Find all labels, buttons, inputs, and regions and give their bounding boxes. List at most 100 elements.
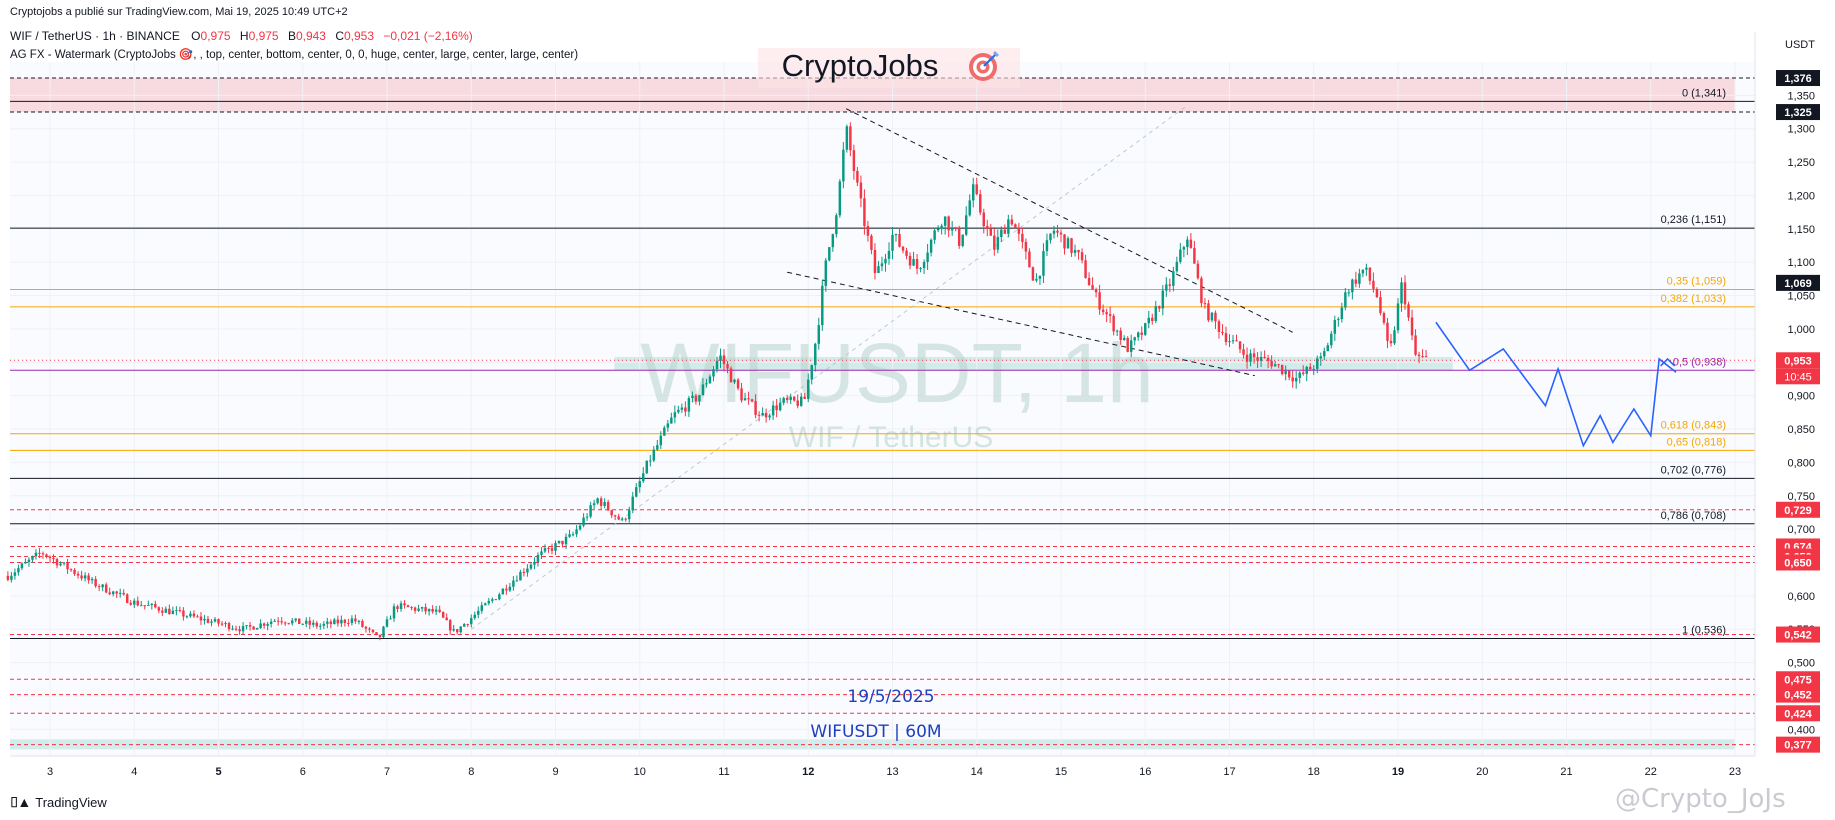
candle-body bbox=[736, 379, 740, 389]
candle-body bbox=[1207, 303, 1210, 321]
candle-body bbox=[1221, 331, 1224, 334]
candle-body bbox=[1066, 238, 1070, 249]
candle-body bbox=[27, 559, 31, 562]
y-tick-label: 1,250 bbox=[1787, 157, 1815, 169]
candle-body bbox=[1277, 364, 1280, 366]
candle-body bbox=[1179, 249, 1182, 262]
candle-body bbox=[547, 548, 550, 550]
symbol-label[interactable]: WIF / TetherUS · 1h · BINANCE bbox=[10, 29, 180, 43]
candle-body bbox=[1351, 279, 1354, 293]
candle-body bbox=[192, 613, 196, 617]
candle-body bbox=[375, 632, 378, 635]
zone-1 bbox=[614, 356, 1453, 371]
candle-body bbox=[87, 575, 90, 581]
countdown-text: 10:45 bbox=[1784, 371, 1812, 383]
candle-body bbox=[1158, 306, 1161, 309]
candle-body bbox=[1031, 267, 1035, 281]
candle-body bbox=[789, 396, 792, 401]
candle-body bbox=[1151, 317, 1154, 322]
candle-body bbox=[1129, 340, 1133, 352]
candle-body bbox=[529, 564, 533, 569]
candle-body bbox=[1414, 335, 1417, 355]
price-badge bbox=[1776, 501, 1820, 518]
candle-body bbox=[1087, 277, 1091, 286]
y-tick-label: 0,700 bbox=[1787, 524, 1815, 536]
candle-body bbox=[726, 364, 729, 369]
note-date: 19/5/2025 bbox=[847, 687, 934, 707]
candle-body bbox=[385, 619, 389, 627]
candle-body bbox=[417, 608, 420, 611]
candle-body bbox=[48, 556, 52, 559]
candle-body bbox=[438, 609, 441, 613]
x-tick-label: 9 bbox=[552, 766, 558, 778]
candles-layer bbox=[6, 122, 1428, 641]
candle-body bbox=[150, 603, 154, 605]
candle-body bbox=[712, 369, 715, 377]
ohlc-open-label: O bbox=[191, 29, 201, 43]
candle-body bbox=[13, 572, 17, 576]
candle-body bbox=[972, 184, 975, 201]
candle-body bbox=[596, 498, 599, 504]
candle-body bbox=[157, 607, 161, 611]
candle-body bbox=[66, 562, 69, 570]
candle-body bbox=[571, 534, 575, 536]
candle-body bbox=[259, 623, 262, 629]
candle-body bbox=[1344, 292, 1347, 308]
candle-body bbox=[1312, 368, 1315, 370]
candle-body bbox=[1228, 341, 1231, 343]
candle-body bbox=[764, 412, 768, 418]
candle-body bbox=[101, 584, 104, 588]
candle-body bbox=[898, 234, 901, 247]
candle-body bbox=[1287, 370, 1291, 378]
candle-body bbox=[1372, 280, 1375, 289]
candle-body bbox=[319, 625, 322, 627]
candle-body bbox=[1386, 322, 1389, 341]
candle-body bbox=[161, 610, 164, 613]
candle-body bbox=[448, 620, 452, 631]
candle-body bbox=[1301, 372, 1305, 374]
price-badge bbox=[1776, 554, 1820, 571]
indicator-line[interactable]: AG FX - Watermark (CryptoJobs 🎯, , top, … bbox=[10, 49, 579, 61]
candle-body bbox=[1137, 332, 1140, 338]
candle-body bbox=[1382, 313, 1386, 323]
candle-body bbox=[943, 216, 947, 226]
candle-body bbox=[10, 575, 13, 580]
candle-body bbox=[526, 568, 529, 573]
candle-body bbox=[203, 618, 206, 621]
candle-body bbox=[38, 552, 41, 554]
candle-body bbox=[715, 360, 719, 370]
candle-body bbox=[852, 150, 856, 171]
price-badge bbox=[1776, 736, 1820, 753]
candle-body bbox=[1259, 356, 1263, 361]
candle-body bbox=[603, 502, 606, 506]
candle-body bbox=[1003, 229, 1007, 234]
candle-body bbox=[501, 588, 505, 595]
candle-body bbox=[536, 554, 540, 562]
candle-body bbox=[1080, 252, 1084, 261]
candle-body bbox=[940, 225, 943, 229]
candle-body bbox=[266, 623, 269, 626]
x-tick-label: 4 bbox=[131, 766, 137, 778]
candle-body bbox=[17, 568, 20, 573]
candle-body bbox=[1249, 353, 1252, 362]
price-badge-text: 0,650 bbox=[1784, 557, 1812, 569]
candle-body bbox=[627, 510, 631, 520]
candle-body bbox=[828, 247, 831, 261]
candle-body bbox=[1365, 267, 1368, 270]
candle-body bbox=[129, 602, 132, 605]
candle-body bbox=[234, 628, 238, 630]
tradingview-logo[interactable]: ⌷▲ TradingView bbox=[10, 794, 107, 811]
candle-body bbox=[1252, 353, 1256, 358]
price-badge bbox=[1776, 104, 1820, 121]
candle-body bbox=[122, 592, 125, 595]
candle-body bbox=[196, 616, 199, 618]
candle-body bbox=[308, 620, 311, 625]
candle-body bbox=[533, 561, 536, 565]
candle-body bbox=[543, 548, 547, 552]
candle-body bbox=[743, 398, 747, 401]
candle-body bbox=[1144, 323, 1147, 335]
candle-body bbox=[466, 624, 469, 626]
fib-level-label: 0,5 (0,938) bbox=[1673, 356, 1726, 368]
currency-label[interactable]: USDT bbox=[1785, 39, 1815, 51]
